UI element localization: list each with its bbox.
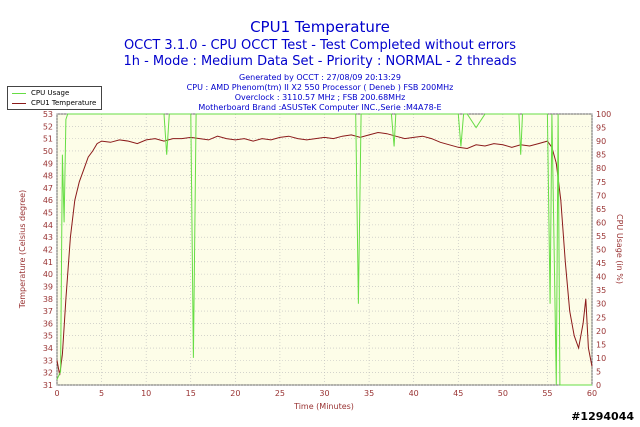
y-left-tick-label: 33 [43, 356, 53, 365]
chart-subtitle-1: OCCT 3.1.0 - CPU OCCT Test - Test Comple… [124, 38, 516, 53]
y-right-tick-label: 85 [596, 151, 606, 160]
y-right-tick-label: 75 [596, 178, 606, 187]
y-right-tick-label: 80 [596, 164, 606, 173]
y-left-tick-label: 42 [43, 246, 53, 255]
y-right-tick-label: 35 [596, 286, 606, 295]
y-left-tick-label: 39 [43, 282, 53, 291]
series-line-cpu-usage [56, 113, 592, 386]
y-right-tick-label: 95 [596, 124, 606, 133]
y-right-tick-label: 90 [596, 137, 606, 146]
x-tick-label: 0 [54, 389, 59, 398]
y-axis-left-label: Temperature (Celsius degree) [18, 190, 27, 309]
y-left-tick-label: 43 [43, 233, 53, 242]
y-right-tick-label: 40 [596, 273, 606, 282]
info-generated: Generated by OCCT : 27/08/09 20:13:29 [239, 73, 401, 82]
y-left-tick-label: 36 [43, 319, 53, 328]
y-left-tick-label: 32 [43, 369, 53, 378]
y-left-tick-label: 31 [43, 381, 53, 390]
grid-layer [56, 113, 593, 386]
chart-subtitle-2: 1h - Mode : Medium Data Set - Priority :… [123, 54, 516, 69]
y-left-tick-label: 46 [43, 196, 53, 205]
legend-label-cpu-usage: CPU Usage [31, 89, 70, 97]
legend-item-cpu-usage: CPU Usage [12, 88, 100, 98]
y-right-tick-label: 15 [596, 340, 606, 349]
y-right-tick-label: 10 [596, 354, 606, 363]
y-right-tick-label: 100 [596, 110, 611, 119]
x-tick-label: 20 [230, 389, 240, 398]
y-right-tick-label: 60 [596, 218, 606, 227]
y-right-tick-label: 5 [596, 367, 601, 376]
y-left-tick-label: 37 [43, 307, 53, 316]
y-left-tick-label: 35 [43, 332, 53, 341]
legend-swatch-temperature [12, 103, 26, 104]
y-left-tick-label: 44 [43, 221, 53, 230]
y-left-tick-label: 52 [43, 122, 53, 131]
chart-legend: CPU Usage CPU1 Temperature [7, 86, 102, 110]
y-right-tick-label: 20 [596, 327, 606, 336]
x-tick-label: 15 [186, 389, 196, 398]
y-left-tick-label: 48 [43, 172, 53, 181]
y-right-tick-label: 25 [596, 313, 606, 322]
y-right-tick-label: 0 [596, 381, 601, 390]
y-left-tick-label: 53 [43, 110, 53, 119]
y-left-tick-label: 38 [43, 295, 53, 304]
y-right-tick-label: 30 [596, 300, 606, 309]
y-left-tick-label: 49 [43, 159, 53, 168]
ticks-layer: 0 5 10 15 20 25 30 35 40 45 50 55 603132333435363738… [43, 110, 611, 398]
legend-swatch-cpu-usage [12, 93, 26, 94]
y-right-tick-label: 55 [596, 232, 606, 241]
y-left-tick-label: 45 [43, 209, 53, 218]
chart-title: CPU1 Temperature [250, 18, 390, 36]
y-left-tick-label: 41 [43, 258, 53, 267]
series-layer [56, 113, 593, 386]
x-tick-label: 5 [99, 389, 104, 398]
watermark-id: #1294044 [571, 410, 634, 423]
info-overclock: Overclock : 3110.57 MHz ; FSB 200.68MHz [235, 93, 406, 102]
y-axis-right-label: CPU Usage (in %) [615, 214, 624, 284]
x-tick-label: 35 [364, 389, 374, 398]
y-right-tick-label: 45 [596, 259, 606, 268]
x-tick-label: 25 [275, 389, 285, 398]
legend-item-temperature: CPU1 Temperature [12, 98, 100, 108]
y-left-tick-label: 40 [43, 270, 53, 279]
legend-label-temperature: CPU1 Temperature [31, 99, 97, 107]
y-left-tick-label: 47 [43, 184, 53, 193]
info-cpu: CPU : AMD Phenom(tm) II X2 550 Processor… [187, 83, 454, 92]
x-tick-label: 50 [498, 389, 508, 398]
y-right-tick-label: 65 [596, 205, 606, 214]
x-tick-label: 45 [453, 389, 463, 398]
y-left-tick-label: 50 [43, 147, 53, 156]
y-left-tick-label: 51 [43, 135, 53, 144]
x-tick-label: 40 [409, 389, 419, 398]
y-right-tick-label: 70 [596, 191, 606, 200]
x-tick-label: 10 [141, 389, 151, 398]
x-axis-label: Time (Minutes) [293, 402, 354, 411]
info-motherboard: Motherboard Brand :ASUSTeK Computer INC.… [198, 103, 441, 112]
y-right-tick-label: 50 [596, 246, 606, 255]
y-left-tick-label: 34 [43, 344, 53, 353]
series-line-temperature [56, 131, 593, 376]
x-tick-label: 30 [319, 389, 329, 398]
x-tick-label: 55 [542, 389, 552, 398]
x-tick-label: 60 [587, 389, 597, 398]
